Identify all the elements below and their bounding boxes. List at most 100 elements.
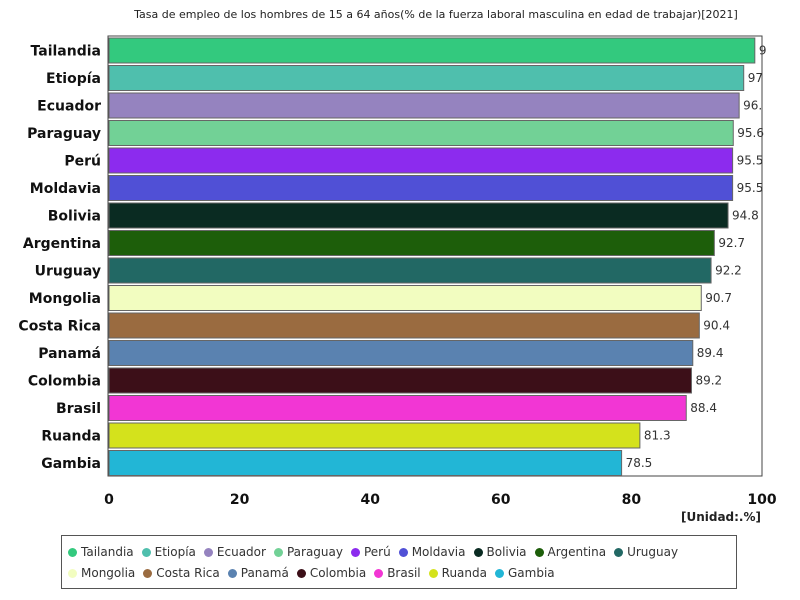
legend-item: Argentina: [534, 542, 607, 563]
legend-swatch: [296, 569, 306, 578]
legend-swatch: [534, 548, 544, 557]
legend-label: Gambia: [508, 566, 555, 580]
bars-layer: Tailandia 9 Etiopía 97 Ecuador 96. Paraguay 95.…: [18, 37, 767, 476]
bar: [108, 450, 623, 476]
bar: [108, 120, 734, 146]
legend-label: Mongolia: [81, 566, 136, 580]
bar: [108, 230, 715, 256]
value-label: 92.2: [715, 264, 742, 278]
legend-item: Costa Rica: [143, 563, 220, 584]
value-label: 92.7: [718, 236, 745, 250]
value-label: 94.8: [732, 209, 759, 223]
x-tick-label: 80: [622, 492, 642, 508]
category-label: Bolivia: [48, 209, 101, 225]
legend-label: Uruguay: [627, 545, 679, 559]
bar: [108, 92, 740, 119]
category-label: Gambia: [41, 456, 101, 472]
chart-legend: Tailandia Etiopía Ecuador Paraguay Perú Molda…: [61, 535, 737, 589]
legend-item: Ruanda: [428, 563, 487, 584]
legend-item: Gambia: [495, 563, 555, 584]
legend-swatch: [614, 548, 624, 557]
legend-item: Tailandia: [68, 542, 134, 563]
category-label: Perú: [64, 154, 101, 170]
category-label: Panamá: [38, 346, 101, 362]
bar: [108, 175, 734, 201]
bar: [108, 312, 700, 339]
x-tick-label: 60: [491, 492, 511, 508]
legend-label: Paraguay: [286, 545, 343, 559]
chart-title: Tasa de empleo de los hombres de 15 a 64…: [133, 8, 738, 21]
value-label: 89.4: [697, 346, 724, 360]
value-label: 88.4: [690, 401, 717, 415]
legend-swatch: [473, 548, 483, 557]
legend-item: Ecuador: [203, 542, 266, 563]
legend-item: Panamá: [227, 563, 289, 584]
category-label: Mongolia: [29, 291, 101, 307]
legend-swatch: [143, 569, 153, 578]
category-label: Tailandia: [31, 44, 101, 60]
bar: [108, 422, 641, 449]
legend-item: Moldavia: [398, 542, 466, 563]
category-label: Colombia: [28, 374, 101, 390]
legend-label: Etiopía: [154, 545, 196, 559]
legend-swatch: [428, 569, 438, 578]
unit-label: [Unidad:.%]: [681, 510, 761, 524]
legend-swatch: [227, 569, 237, 578]
legend-swatch: [141, 548, 151, 557]
legend-item: Bolivia: [473, 542, 527, 563]
legend-item: Uruguay: [614, 542, 678, 563]
category-label: Etiopía: [46, 71, 101, 87]
category-label: Uruguay: [35, 264, 101, 280]
legend-label: Ecuador: [216, 545, 266, 559]
bar: [108, 37, 756, 64]
legend-item: Etiopía: [141, 542, 196, 563]
category-label: Argentina: [23, 236, 101, 252]
legend-swatch: [203, 548, 213, 557]
value-label: 95.5: [737, 181, 764, 195]
legend-label: Costa Rica: [156, 566, 220, 580]
value-label: 89.2: [695, 374, 722, 388]
legend-item: Perú: [350, 542, 391, 563]
value-label: 81.3: [644, 429, 671, 443]
value-label: 95.6: [737, 126, 764, 140]
legend-item: Paraguay: [273, 542, 343, 563]
bar: [108, 367, 692, 394]
legend-swatch: [273, 548, 283, 557]
legend-swatch: [495, 569, 504, 578]
category-label: Paraguay: [27, 126, 101, 142]
legend-swatch: [398, 548, 408, 557]
legend-label: Panamá: [240, 566, 289, 580]
legend-item: Colombia: [296, 563, 367, 584]
value-label: 96.: [743, 99, 762, 113]
legend-label: Colombia: [309, 566, 367, 580]
legend-label: Argentina: [547, 545, 607, 559]
x-tick-label: 100: [747, 492, 776, 508]
bar: [108, 257, 712, 284]
x-axis: 0 20 40 60 80 100: [104, 492, 777, 508]
bar: [108, 147, 734, 174]
legend-label: Moldavia: [411, 545, 466, 559]
legend-label: Brasil: [387, 566, 421, 580]
category-label: Ruanda: [41, 429, 101, 445]
legend-swatch: [68, 548, 77, 557]
bar: [108, 65, 745, 91]
category-label: Costa Rica: [18, 319, 101, 335]
category-label: Ecuador: [37, 99, 101, 115]
legend-label: Ruanda: [441, 566, 487, 580]
legend-label: Perú: [363, 545, 391, 559]
category-label: Moldavia: [30, 181, 101, 197]
x-tick-label: 40: [360, 492, 380, 508]
legend-item: Mongolia: [68, 563, 135, 584]
value-label: 9: [759, 44, 767, 58]
bar: [108, 340, 694, 366]
bar: [108, 202, 729, 229]
value-label: 97: [748, 71, 763, 85]
bar: [108, 395, 687, 421]
legend-swatch: [374, 569, 384, 578]
value-label: 90.7: [705, 291, 732, 305]
legend-item: Brasil: [374, 563, 421, 584]
value-label: 78.5: [626, 456, 653, 470]
x-tick-label: 0: [104, 492, 114, 508]
legend-label: Bolivia: [486, 545, 527, 559]
